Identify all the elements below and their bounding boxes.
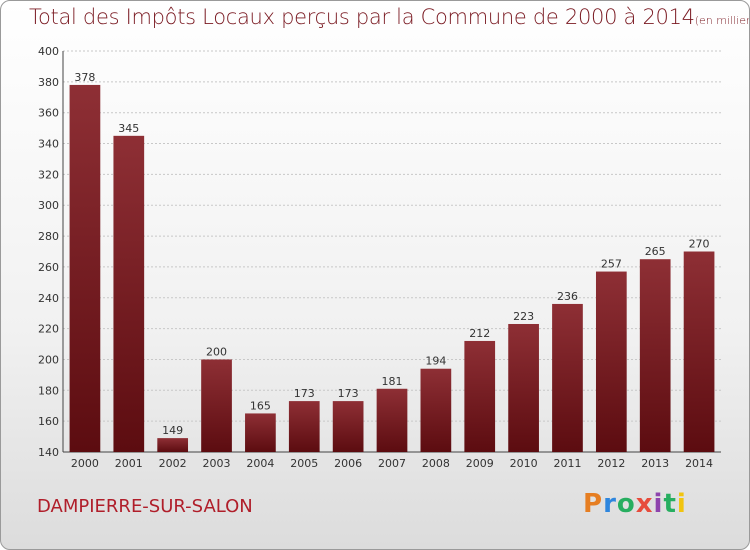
bar <box>113 135 145 453</box>
bar <box>245 413 276 452</box>
data-label: 345 <box>118 122 139 135</box>
bar <box>508 323 539 452</box>
y-tick-label: 300 <box>38 199 59 212</box>
x-tick-label: 2008 <box>422 457 450 470</box>
data-label: 165 <box>250 399 271 412</box>
data-label: 200 <box>206 345 227 358</box>
y-tick-label: 160 <box>38 415 59 428</box>
commune-name: DAMPIERRE-SUR-SALON <box>37 496 253 517</box>
data-label: 257 <box>601 258 622 271</box>
y-tick-label: 280 <box>38 230 59 243</box>
bar <box>69 84 101 452</box>
x-tick-label: 2003 <box>203 457 231 470</box>
data-label: 212 <box>469 327 490 340</box>
bar <box>639 259 671 452</box>
bar <box>288 401 320 452</box>
bar <box>464 340 496 452</box>
bar <box>376 388 408 452</box>
data-label: 149 <box>162 424 183 437</box>
x-tick-label: 2006 <box>334 457 362 470</box>
bar <box>332 401 364 452</box>
bar <box>552 303 583 452</box>
data-label: 270 <box>689 238 710 251</box>
data-label: 265 <box>645 245 666 258</box>
y-tick-label: 140 <box>38 446 59 459</box>
y-tick-label: 220 <box>38 323 59 336</box>
data-label: 378 <box>74 71 95 84</box>
data-label: 181 <box>382 375 403 388</box>
x-tick-label: 2007 <box>378 457 406 470</box>
bar <box>420 368 452 452</box>
logo-letter: r <box>603 489 617 519</box>
bar <box>157 438 189 452</box>
x-tick-label: 2014 <box>685 457 713 470</box>
bar <box>595 271 627 452</box>
x-tick-label: 2012 <box>597 457 625 470</box>
chart-title-text: Total des Impôts Locaux perçus par la Co… <box>29 5 695 29</box>
proxiti-logo: Proxiti <box>583 489 687 519</box>
y-tick-label: 180 <box>38 384 59 397</box>
y-tick-label: 400 <box>38 45 59 58</box>
x-tick-label: 2013 <box>641 457 669 470</box>
logo-letter: i <box>653 489 664 519</box>
logo-letter: o <box>616 489 636 519</box>
x-tick-label: 2005 <box>290 457 318 470</box>
bar <box>201 359 232 452</box>
x-tick-label: 2009 <box>466 457 494 470</box>
y-tick-label: 340 <box>38 138 59 151</box>
x-tick-label: 2010 <box>510 457 538 470</box>
x-tick-label: 2001 <box>115 457 143 470</box>
x-tick-label: 2011 <box>553 457 581 470</box>
y-tick-label: 320 <box>38 168 59 181</box>
bar <box>683 251 715 452</box>
logo-letter: x <box>635 489 654 519</box>
data-label: 173 <box>338 387 359 400</box>
chart-title: Total des Impôts Locaux perçus par la Co… <box>29 5 749 29</box>
data-label: 223 <box>513 310 534 323</box>
chart-title-unit: (en milliers d'€) <box>694 14 749 27</box>
x-tick-label: 2002 <box>159 457 187 470</box>
logo-letter: i <box>676 489 687 519</box>
y-tick-label: 200 <box>38 353 59 366</box>
data-label: 194 <box>425 355 446 368</box>
y-tick-label: 360 <box>38 107 59 120</box>
logo-letter: t <box>663 489 677 519</box>
y-tick-label: 260 <box>38 261 59 274</box>
y-tick-label: 380 <box>38 76 59 89</box>
x-tick-label: 2000 <box>71 457 99 470</box>
y-tick-label: 240 <box>38 292 59 305</box>
data-label: 173 <box>294 387 315 400</box>
x-tick-label: 2004 <box>246 457 274 470</box>
data-label: 236 <box>557 290 578 303</box>
logo-letter: P <box>583 489 604 519</box>
